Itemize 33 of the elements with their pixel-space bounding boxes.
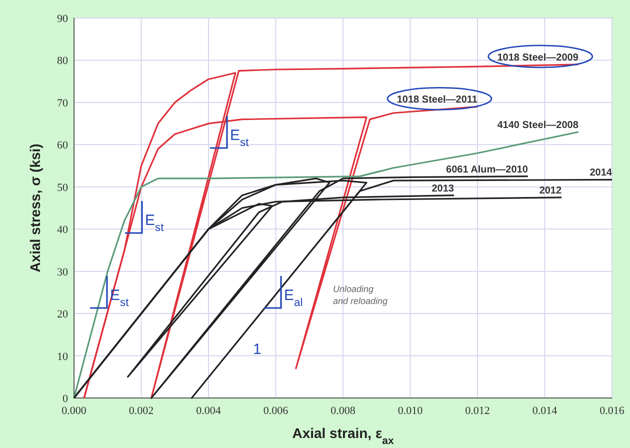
x-tick-label: 0.008: [330, 405, 356, 417]
y-tick-label: 50: [57, 182, 68, 194]
y-tick-label: 60: [57, 140, 68, 152]
y-tick-label: 90: [57, 13, 68, 25]
x-axis-title: Axial strain, ε$_{ax}$: [292, 425, 394, 447]
y-tick-label: 20: [57, 308, 68, 321]
x-tick-label: 0.016: [600, 405, 625, 417]
annotation: Unloading and reloading: [333, 284, 388, 306]
series-label: 4140 Steel—2008: [497, 120, 579, 131]
series-label: 6061 Alum—2010: [446, 164, 528, 176]
x-tick-label: 0.010: [398, 405, 424, 417]
y-tick-label: 40: [57, 224, 68, 236]
x-tick-label: 0.004: [196, 405, 222, 417]
y-tick-label: 0: [62, 393, 68, 405]
y-tick-label: 80: [57, 55, 68, 68]
x-tick-label: 0.012: [465, 405, 490, 417]
y-tick-label: 10: [57, 350, 68, 363]
series-label: 2014: [590, 168, 612, 179]
x-tick-label: 0.006: [263, 405, 289, 417]
annotation: E$_{st}$: [145, 212, 165, 234]
annotation: E$_{st}$: [230, 127, 250, 149]
y-axis-title: Axial stress, σ (ksi): [27, 144, 43, 272]
annotation: 1: [253, 341, 262, 358]
series-label: 2013: [432, 183, 454, 194]
annotation: E$_{al}$: [284, 287, 303, 309]
x-tick-label: 0.014: [532, 405, 558, 417]
series-label: 2012: [539, 185, 562, 196]
y-tick-label: 30: [57, 266, 68, 278]
x-tick-label: 0.000: [62, 405, 87, 417]
y-tick-label: 70: [57, 97, 68, 110]
series-label: 1018 Steel—2011: [396, 94, 478, 106]
x-tick-label: 0.002: [128, 405, 154, 417]
series-label: 1018 Steel—2009: [497, 52, 579, 64]
